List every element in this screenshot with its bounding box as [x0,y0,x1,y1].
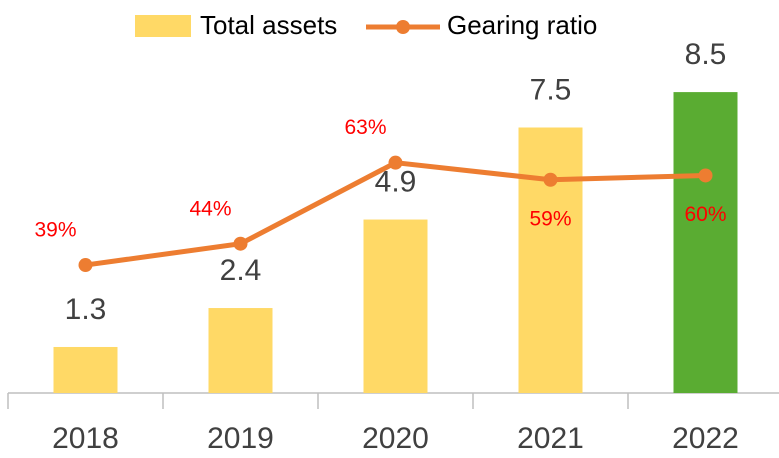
legend-label: Gearing ratio [447,10,597,40]
x-tick-label: 2019 [207,422,274,455]
bar [518,127,583,393]
data-label: 2.4 [220,254,262,287]
data-label: 59% [529,207,571,230]
line-marker [388,155,403,170]
line-marker [78,258,93,273]
x-tick-label: 2020 [362,422,429,455]
data-label: 8.5 [685,38,727,71]
legend-swatch [396,20,410,34]
data-label: 1.3 [65,293,107,326]
line-marker [543,172,558,187]
data-label: 39% [34,219,76,242]
data-label: 60% [684,203,726,226]
bar [208,308,273,393]
data-label: 7.5 [530,73,572,106]
legend-label: Total assets [200,10,337,40]
bar [53,346,118,393]
data-label: 63% [344,116,386,139]
bar [363,219,428,393]
x-tick-label: 2021 [517,422,584,455]
bar [673,92,738,393]
legend-swatch [135,15,191,37]
x-tick-label: 2018 [52,422,119,455]
line-marker [698,168,713,183]
line-marker [233,236,248,251]
data-label: 44% [189,197,231,220]
x-tick-label: 2022 [672,422,739,455]
